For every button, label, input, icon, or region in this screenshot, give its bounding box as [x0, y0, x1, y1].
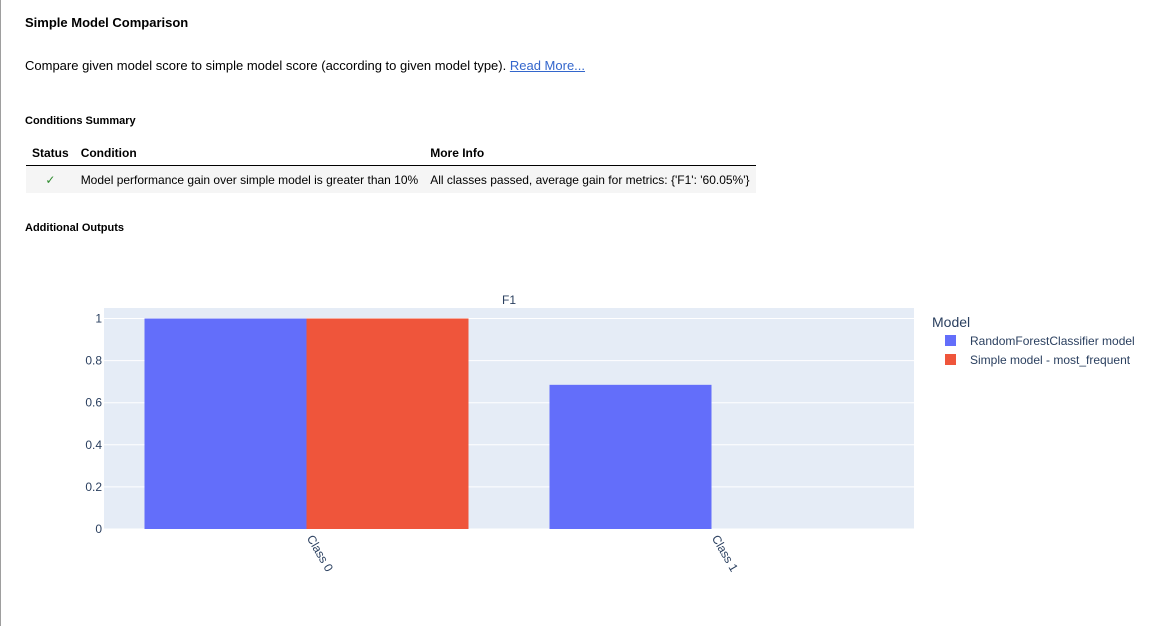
conditions-header-row: Status Condition More Info: [26, 140, 756, 166]
condition-cell: Model performance gain over simple model…: [74, 165, 425, 193]
chart-title: F1: [502, 293, 516, 307]
y-tick-label: 1: [95, 312, 102, 326]
status-column-header: Status: [26, 140, 75, 166]
bar: [144, 318, 307, 529]
bar: [549, 384, 712, 529]
additional-outputs-heading: Additional Outputs: [25, 222, 124, 234]
legend-swatch: [945, 335, 956, 346]
y-tick-label: 0.2: [85, 480, 102, 494]
conditions-summary-heading: Conditions Summary: [25, 115, 136, 127]
x-tick-label: Class 0: [304, 533, 336, 575]
legend-item: Simple model - most_frequent: [970, 353, 1131, 367]
table-row: ✓ Model performance gain over simple mod…: [26, 165, 756, 193]
legend-item: RandomForestClassifier model: [970, 334, 1135, 348]
y-tick-label: 0: [95, 522, 102, 536]
y-tick-label: 0.4: [85, 438, 102, 452]
f1-bar-chart: 0 0.2 0.4 0.6 0.8 1 Class 0 Class 1 F1 ModelRando…: [85, 293, 1135, 575]
bar: [306, 318, 469, 529]
page-title: Simple Model Comparison: [25, 15, 189, 30]
description-text: Compare given model score to simple mode…: [25, 58, 507, 73]
conditions-table: Status Condition More Info ✓ Model perfo…: [26, 140, 756, 193]
legend-swatch: [945, 354, 956, 365]
description: Compare given model score to simple mode…: [25, 58, 585, 73]
more-info-cell: All classes passed, average gain for met…: [424, 165, 756, 193]
y-tick-label: 0.8: [85, 354, 102, 368]
x-tick-label: Class 1: [709, 533, 741, 575]
legend-title: Model: [932, 314, 970, 330]
condition-column-header: Condition: [74, 140, 425, 166]
read-more-link[interactable]: Read More...: [509, 58, 586, 73]
chart-container: 0 0.2 0.4 0.6 0.8 1 Class 0 Class 1 F1 Model Rando…: [1, 280, 1161, 626]
status-check-icon: ✓: [26, 165, 75, 193]
more-info-column-header: More Info: [424, 140, 756, 166]
y-tick-label: 0.6: [85, 396, 102, 410]
